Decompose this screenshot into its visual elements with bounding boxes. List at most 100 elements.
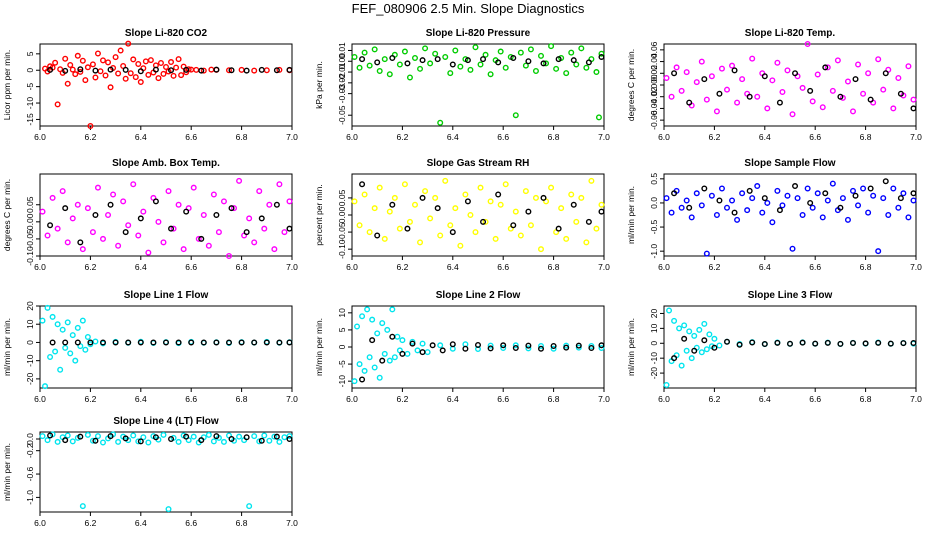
data-point xyxy=(784,192,791,199)
data-point xyxy=(175,339,182,346)
data-point xyxy=(110,191,117,198)
data-point xyxy=(910,96,917,103)
subplot-5: Slope Gas Stream RH 6.0 6.2 6.4 6.6 6.8 7.0 0.0… xyxy=(314,158,610,272)
subplot-9: Slope Line 3 Flow 6.0 6.2 6.4 6.6 6.8 7.0 20 10 0… xyxy=(626,290,922,404)
data-point xyxy=(678,204,685,211)
data-point xyxy=(246,215,253,222)
data-point xyxy=(480,56,487,63)
data-point xyxy=(152,198,159,205)
x-tick-label: 6.2 xyxy=(84,262,96,272)
data-point xyxy=(716,342,723,349)
data-point xyxy=(678,87,685,94)
data-point xyxy=(681,322,688,329)
data-point xyxy=(258,66,265,73)
data-point xyxy=(356,64,363,71)
data-point xyxy=(467,66,474,73)
data-point xyxy=(585,59,592,66)
data-point xyxy=(243,434,250,441)
data-point xyxy=(152,434,159,441)
data-point xyxy=(432,50,439,57)
data-point xyxy=(510,55,517,62)
data-point xyxy=(384,326,391,333)
y-tick-label: -10 xyxy=(25,97,35,110)
y-tick-label: 10 xyxy=(649,323,659,333)
y-tick-label: 5 xyxy=(25,51,35,56)
data-point xyxy=(117,47,124,54)
y-axis-label: percent per min. xyxy=(314,184,324,245)
data-point xyxy=(145,71,152,78)
data-point xyxy=(807,199,814,206)
data-point xyxy=(198,67,205,74)
data-point xyxy=(839,195,846,202)
data-point xyxy=(676,325,683,332)
data-point xyxy=(787,340,794,347)
data-point xyxy=(718,65,725,72)
x-tick-label: 6.0 xyxy=(34,262,46,272)
data-point xyxy=(155,218,162,225)
data-point xyxy=(409,340,416,347)
data-point xyxy=(487,71,494,78)
x-tick-label: 6.4 xyxy=(447,262,459,272)
data-point xyxy=(875,248,882,255)
data-point xyxy=(228,436,235,443)
data-point xyxy=(799,339,806,346)
data-point xyxy=(422,45,429,52)
data-point xyxy=(522,62,529,69)
data-point xyxy=(155,75,162,82)
x-tick-label: 7.0 xyxy=(598,132,610,142)
data-point xyxy=(371,364,378,371)
data-point xyxy=(724,338,731,345)
data-point xyxy=(213,433,220,440)
data-point xyxy=(731,67,738,74)
x-tick-label: 6.0 xyxy=(346,132,358,142)
y-axis-label: ml/min per min. xyxy=(314,318,324,376)
x-tick-label: 6.8 xyxy=(548,132,560,142)
data-point xyxy=(351,378,358,385)
data-point xyxy=(79,503,86,510)
data-point xyxy=(183,433,190,440)
data-point xyxy=(404,60,411,67)
data-point xyxy=(276,339,283,346)
y-tick-label: 0.000 xyxy=(649,74,659,96)
data-point xyxy=(729,197,736,204)
data-point xyxy=(72,71,79,78)
y-tick-label: 0 xyxy=(649,341,659,346)
data-point xyxy=(703,250,710,257)
data-point xyxy=(434,56,441,63)
data-point xyxy=(686,204,693,211)
data-point xyxy=(99,57,106,64)
data-point xyxy=(130,56,137,63)
data-point xyxy=(231,205,238,212)
data-point xyxy=(897,195,904,202)
data-point xyxy=(120,62,127,69)
data-point xyxy=(595,114,602,121)
data-point xyxy=(361,191,368,198)
data-point xyxy=(761,73,768,80)
data-point xyxy=(205,431,212,438)
data-point xyxy=(87,122,94,129)
data-point xyxy=(540,194,547,201)
data-point xyxy=(170,72,177,79)
data-point xyxy=(84,333,91,340)
data-point xyxy=(69,215,76,222)
data-point xyxy=(671,190,678,197)
data-point xyxy=(588,177,595,184)
data-point xyxy=(79,246,86,253)
data-point xyxy=(452,47,459,54)
data-point xyxy=(92,437,99,444)
data-point xyxy=(263,67,270,74)
data-point xyxy=(77,68,84,75)
data-point xyxy=(198,235,205,242)
data-point xyxy=(89,61,96,68)
data-point xyxy=(568,49,575,56)
y-tick-label: -0.02 xyxy=(337,73,347,93)
data-point xyxy=(749,55,756,62)
data-point xyxy=(875,56,882,63)
y-tick-label: -15 xyxy=(25,113,35,126)
data-point xyxy=(69,332,76,339)
data-point xyxy=(238,66,245,73)
data-point xyxy=(77,66,84,73)
x-tick-label: 6.4 xyxy=(135,518,147,528)
data-point xyxy=(882,178,889,185)
plot-frame xyxy=(351,43,605,127)
